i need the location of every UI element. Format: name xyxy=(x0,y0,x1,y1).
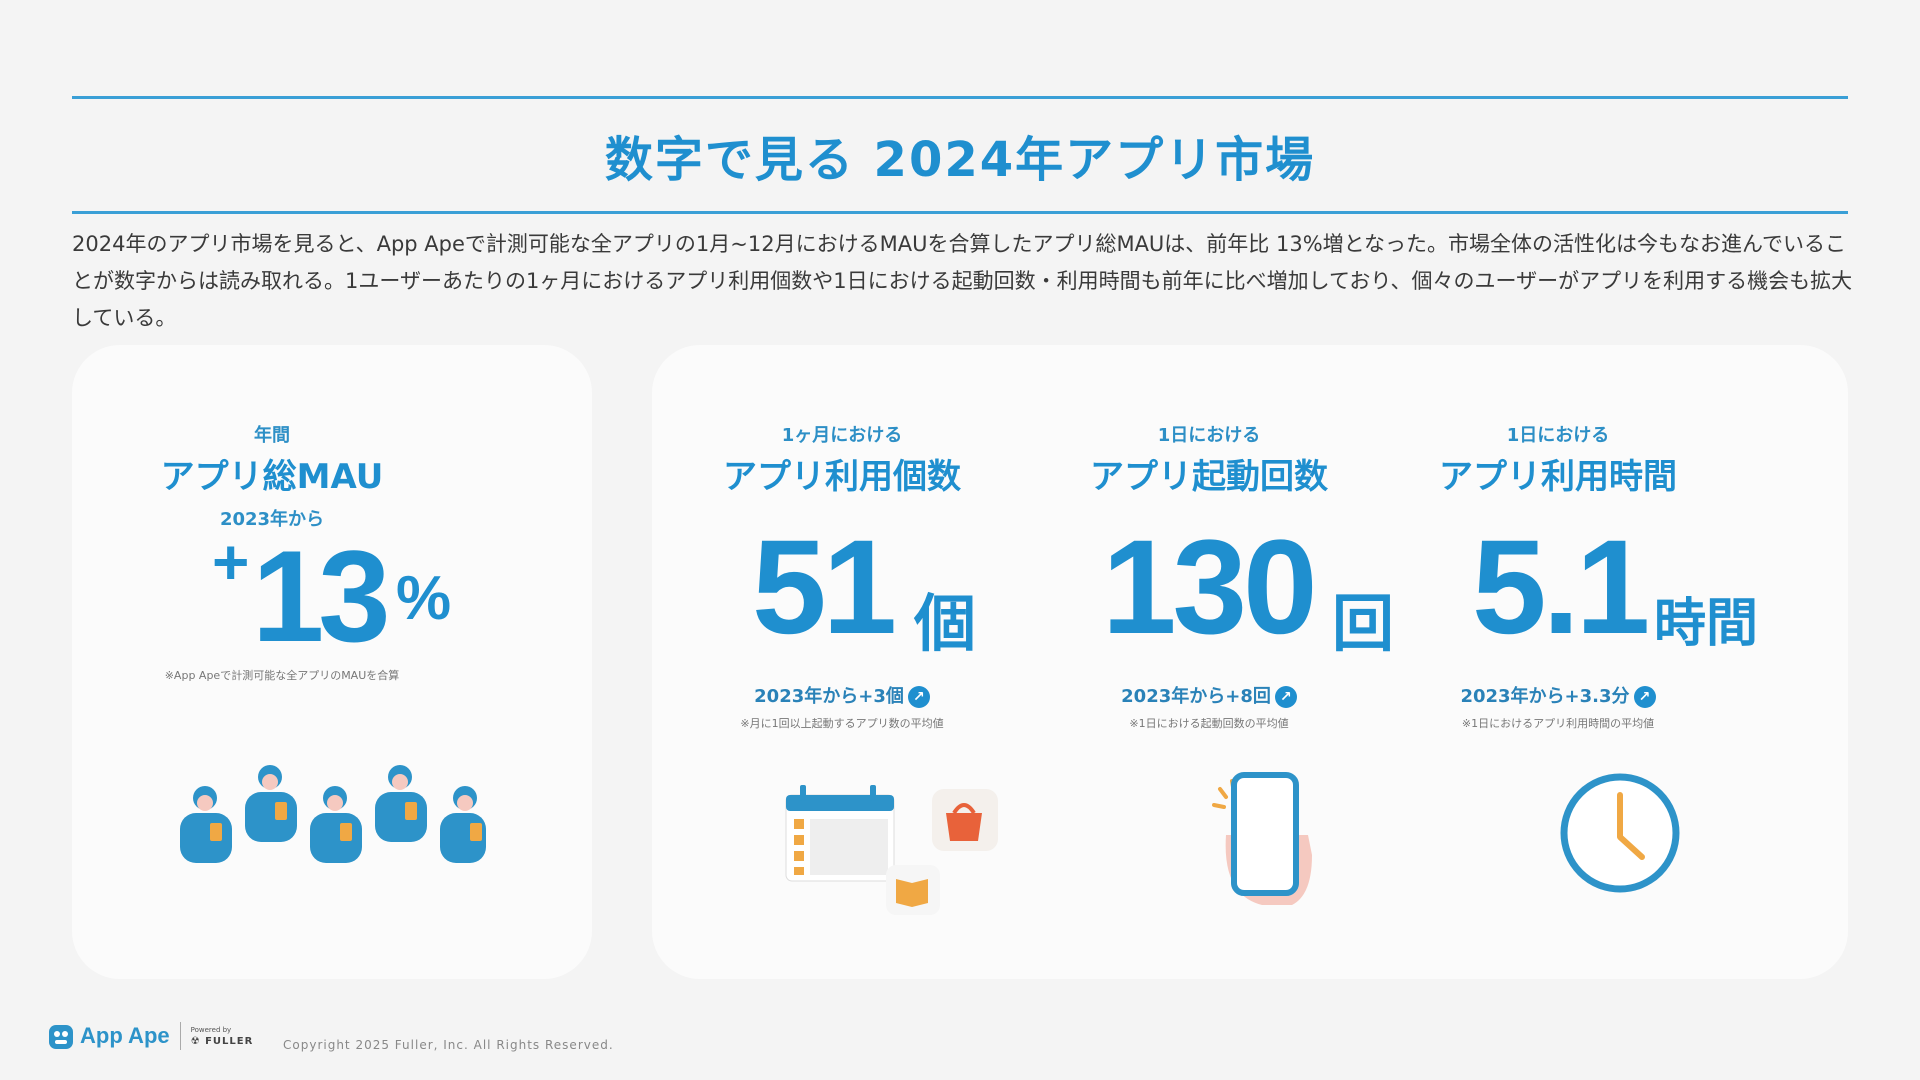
stat-launches-unit: 回 xyxy=(1332,590,1395,659)
stat-time-unit: 時間 xyxy=(1654,595,1759,653)
footer-logo: App Ape Powered by ☢ FULLER xyxy=(48,1022,253,1050)
stats-card: 1ヶ月における アプリ利用個数 51 個 2023年から+3個 ↗ ※月に1回以上… xyxy=(652,345,1848,979)
stat-time-label-big: アプリ利用時間 xyxy=(1439,457,1677,497)
up-arrow-icon: ↗ xyxy=(907,686,930,708)
stat-launches-note: ※1日における起動回数の平均値 xyxy=(1129,717,1289,730)
calendar-icon xyxy=(785,785,998,915)
clock-icon xyxy=(1560,773,1680,893)
up-arrow-icon: ↗ xyxy=(1274,686,1297,708)
smartphone-icon xyxy=(1212,772,1312,905)
stat-time-delta: 2023年から+3.3分 ↗ xyxy=(1408,682,1708,708)
stat-time-value: 5.1 xyxy=(1472,513,1650,662)
mau-sign: + xyxy=(212,526,250,598)
stat-time-note: ※1日におけるアプリ利用時間の平均値 xyxy=(1461,717,1655,730)
company-name: ☢ FULLER xyxy=(191,1036,254,1048)
mau-value: 13 xyxy=(252,523,391,669)
users-illustration xyxy=(180,765,486,863)
stat-launches-label-big: アプリ起動回数 xyxy=(1090,457,1328,497)
stat-apps-unit: 個 xyxy=(914,590,977,659)
stat-launches-value: 130 xyxy=(1102,513,1318,662)
stat-apps-delta-text: 2023年から+3個 xyxy=(754,686,904,707)
fuller-mark-icon: ☢ xyxy=(190,1036,206,1047)
stat-time-label-small: 1日における xyxy=(1506,425,1610,446)
mau-card: 年間 アプリ総MAU 2023年から + 13 % ※App Apeで計測可能な… xyxy=(72,345,592,979)
mau-label-big: アプリ総MAU xyxy=(160,457,384,497)
stat-launches-delta-text: 2023年から+8回 xyxy=(1121,686,1271,707)
brand-name: App Ape xyxy=(80,1023,170,1048)
mau-note: ※App Apeで計測可能な全アプリのMAUを合算 xyxy=(164,669,400,682)
stat-apps-label-big: アプリ利用個数 xyxy=(723,457,961,497)
top-rule xyxy=(72,96,1848,99)
company-name-text: FULLER xyxy=(205,1036,254,1047)
stat-apps-label-small: 1ヶ月における xyxy=(781,425,903,446)
intro-paragraph: 2024年のアプリ市場を見ると、App Apeで計測可能な全アプリの1月~12月… xyxy=(72,232,1853,330)
stat-apps-delta: 2023年から+3個 ↗ xyxy=(692,682,992,708)
stat-launches-delta: 2023年から+8回 ↗ xyxy=(1059,682,1359,708)
page-title: 数字で見る 2024年アプリ市場 xyxy=(604,132,1316,188)
powered-by-block: Powered by ☢ FULLER xyxy=(191,1024,254,1048)
footer-divider xyxy=(179,1022,181,1050)
mau-label-small: 年間 xyxy=(254,425,290,446)
stat-launches-label-small: 1日における xyxy=(1157,425,1261,446)
app-ape-logo-icon xyxy=(49,1025,73,1049)
copyright: Copyright 2025 Fuller, Inc. All Rights R… xyxy=(283,1038,614,1052)
powered-by-label: Powered by xyxy=(190,1026,232,1034)
mau-unit: % xyxy=(396,564,452,633)
up-arrow-icon: ↗ xyxy=(1633,686,1656,708)
mau-from-label: 2023年から xyxy=(219,509,325,530)
title-underline xyxy=(72,211,1848,214)
stat-time-delta-text: 2023年から+3.3分 xyxy=(1460,686,1630,707)
stat-apps-value: 51 xyxy=(752,513,897,662)
stat-apps-note: ※月に1回以上起動するアプリ数の平均値 xyxy=(740,717,944,730)
